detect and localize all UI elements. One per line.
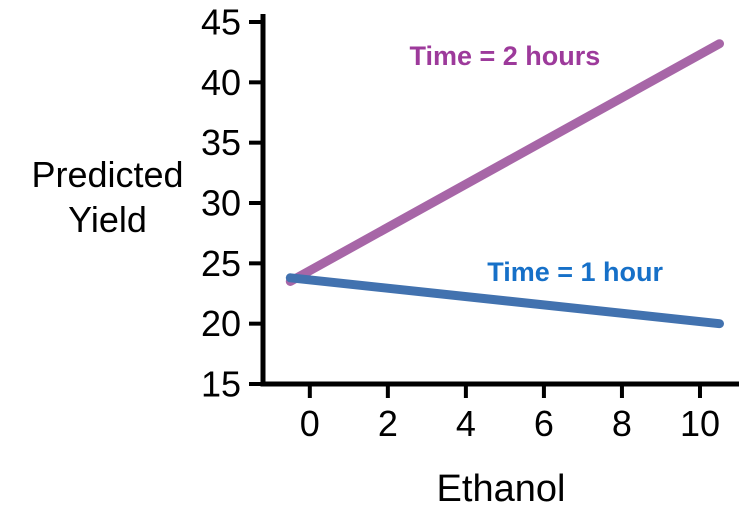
x-tick-label: 6 <box>534 403 554 444</box>
y-tick-label: 30 <box>201 183 241 224</box>
x-axis-title: Ethanol <box>437 468 566 510</box>
y-tick-label: 45 <box>201 2 241 43</box>
y-tick-label: 40 <box>201 62 241 103</box>
series-line-1 <box>285 39 724 286</box>
y-tick-label: 15 <box>201 364 241 405</box>
y-tick-label: 20 <box>201 303 241 344</box>
x-tick-label: 10 <box>680 403 720 444</box>
series-label-2: Time = 1 hour <box>487 257 663 287</box>
y-tick-label: 35 <box>201 122 241 163</box>
x-tick-label: 4 <box>456 403 476 444</box>
x-tick-label: 8 <box>612 403 632 444</box>
y-axis-title-line1: Predicted <box>31 154 184 195</box>
series-line-2 <box>285 273 724 329</box>
x-tick-label: 2 <box>378 403 398 444</box>
y-axis-title: Predicted Yield <box>0 152 215 242</box>
x-tick-label: 0 <box>300 403 320 444</box>
y-tick-label: 25 <box>201 243 241 284</box>
series-label-1: Time = 2 hours <box>409 41 600 71</box>
y-axis-title-line2: Yield <box>68 199 147 240</box>
axis-spines <box>260 14 739 387</box>
